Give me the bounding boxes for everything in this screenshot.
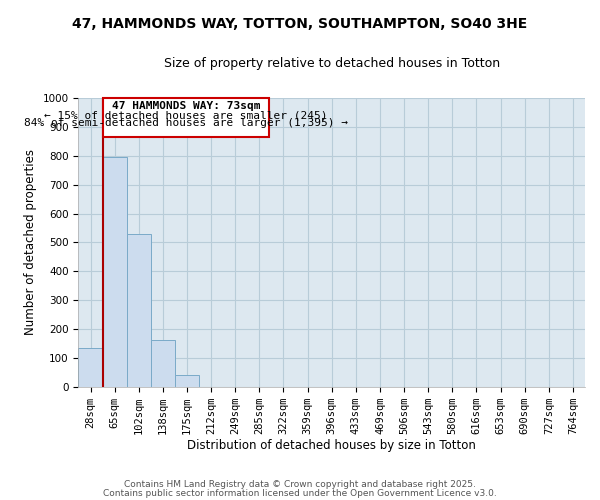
Text: 47, HAMMONDS WAY, TOTTON, SOUTHAMPTON, SO40 3HE: 47, HAMMONDS WAY, TOTTON, SOUTHAMPTON, S… bbox=[73, 18, 527, 32]
Bar bbox=[79, 348, 103, 387]
X-axis label: Distribution of detached houses by size in Totton: Distribution of detached houses by size … bbox=[187, 440, 476, 452]
FancyBboxPatch shape bbox=[103, 98, 269, 137]
Bar bbox=[175, 375, 199, 386]
Text: Contains public sector information licensed under the Open Government Licence v3: Contains public sector information licen… bbox=[103, 489, 497, 498]
Text: 47 HAMMONDS WAY: 73sqm: 47 HAMMONDS WAY: 73sqm bbox=[112, 101, 260, 111]
Bar bbox=[127, 234, 151, 386]
Text: 84% of semi-detached houses are larger (1,395) →: 84% of semi-detached houses are larger (… bbox=[24, 118, 348, 128]
Bar bbox=[103, 157, 127, 386]
Text: ← 15% of detached houses are smaller (245): ← 15% of detached houses are smaller (24… bbox=[44, 110, 328, 120]
Bar bbox=[151, 340, 175, 386]
Text: Contains HM Land Registry data © Crown copyright and database right 2025.: Contains HM Land Registry data © Crown c… bbox=[124, 480, 476, 489]
Y-axis label: Number of detached properties: Number of detached properties bbox=[24, 150, 37, 336]
Title: Size of property relative to detached houses in Totton: Size of property relative to detached ho… bbox=[164, 58, 500, 70]
